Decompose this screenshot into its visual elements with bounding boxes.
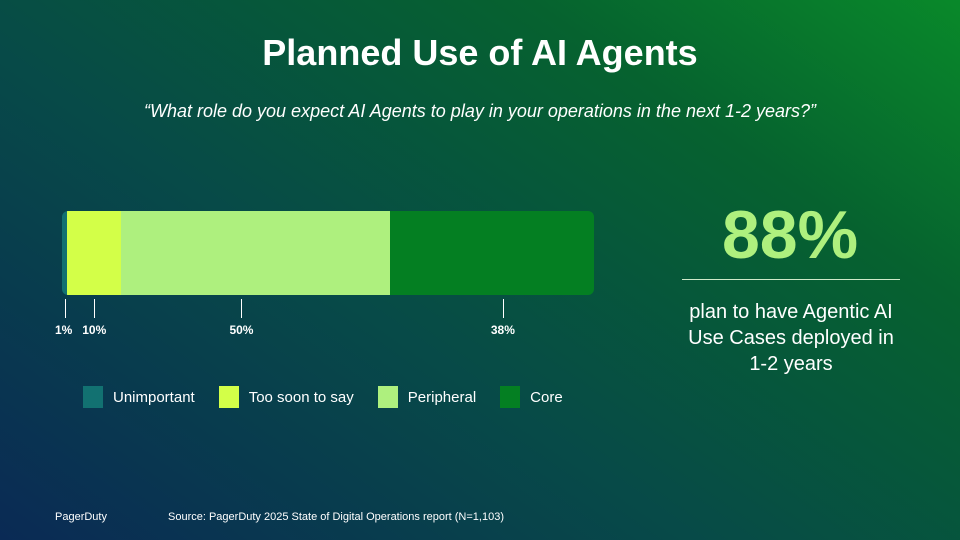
legend-item: Too soon to say [218, 386, 354, 408]
stacked-bar [62, 211, 594, 295]
legend-item: Core [500, 386, 563, 408]
bar-segment-2 [121, 211, 390, 295]
data-label: 50% [229, 323, 254, 337]
legend-item: Peripheral [377, 386, 477, 408]
source-note: Source: PagerDuty 2025 State of Digital … [168, 511, 504, 523]
stat-text: plan to have Agentic AI Use Cases deploy… [688, 301, 894, 375]
tick-mark [502, 299, 504, 318]
tick-mark [94, 299, 96, 318]
chart-title: Planned Use of AI Agents [262, 32, 698, 73]
divider [682, 279, 900, 280]
data-label: 10% [82, 323, 107, 337]
pagerduty-logo: PagerDuty [55, 511, 107, 523]
data-label: 1% [55, 323, 73, 337]
legend: Unimportant Too soon to say Peripheral Core [83, 386, 587, 408]
legend-label: Too soon to say [248, 388, 354, 406]
tick-mark [241, 299, 243, 318]
legend-swatch [500, 386, 521, 408]
bar-segment-3 [389, 211, 594, 295]
legend-label: Core [530, 388, 563, 406]
legend-swatch [218, 386, 239, 408]
legend-label: Peripheral [407, 388, 477, 406]
tick-mark [64, 299, 66, 318]
legend-swatch [83, 386, 103, 408]
bar-segment-1 [67, 211, 122, 295]
bar-segment-0 [62, 211, 68, 295]
legend-swatch [377, 386, 398, 408]
chart-subtitle: “What role do you expect AI Agents to pl… [143, 101, 817, 121]
data-label: 38% [490, 323, 515, 337]
legend-item: Unimportant [83, 386, 195, 408]
stat-value: 88% [721, 197, 859, 273]
legend-label: Unimportant [113, 388, 195, 406]
